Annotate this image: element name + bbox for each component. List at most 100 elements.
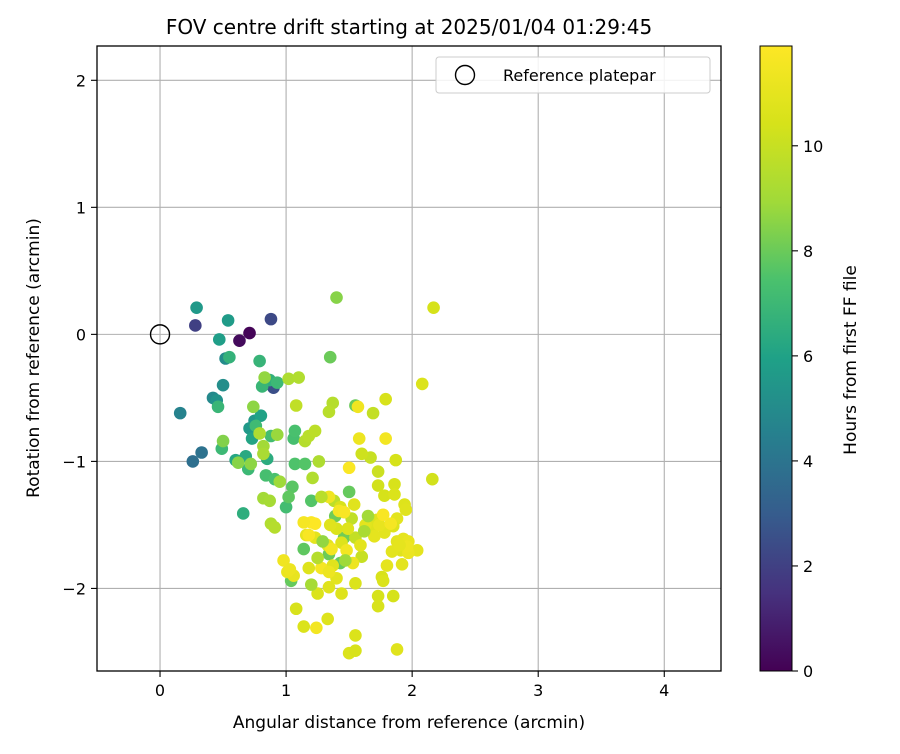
scatter-point-102 — [354, 538, 367, 552]
scatter-point-162 — [308, 517, 322, 530]
scatter-point-41 — [282, 490, 295, 504]
colorbar-gradient — [759, 45, 793, 672]
scatter-point-80 — [355, 550, 369, 563]
colorbar-label: Hours from first FF file — [841, 265, 861, 455]
scatter-point-173 — [339, 554, 352, 567]
scatter-point-54 — [231, 456, 245, 469]
scatter-point-7 — [173, 406, 187, 420]
scatter-point-164 — [297, 516, 311, 529]
scatter-point-170 — [357, 524, 371, 538]
grid-lines — [97, 46, 721, 671]
scatter-point-42 — [298, 457, 312, 471]
y-tick-label-0: 2 — [76, 71, 86, 90]
scatter-point-160 — [322, 565, 336, 579]
scatter-point-90 — [426, 472, 439, 486]
scatter-point-43 — [297, 542, 311, 556]
y-tick-label-3: −1 — [62, 452, 86, 471]
scatter-point-33 — [211, 400, 225, 414]
scatter-point-155 — [337, 505, 351, 519]
legend: Reference platepar — [435, 56, 711, 94]
scatter-point-6 — [195, 446, 208, 459]
scatter-point-104 — [341, 522, 355, 536]
scatter-point-121 — [289, 602, 303, 616]
scatter-point-61 — [263, 494, 277, 508]
scatter-point-22 — [236, 507, 250, 520]
y-tick-label-2: 0 — [76, 325, 86, 344]
scatter-point-58 — [270, 428, 284, 442]
scatter-point-73 — [312, 455, 326, 468]
scatter-point-46 — [342, 485, 356, 499]
scatter-point-3 — [264, 312, 278, 326]
colorbar-tick-label-1: 2 — [803, 557, 813, 576]
scatter-point-169 — [361, 509, 375, 523]
scatter-point-14 — [212, 333, 226, 346]
scatter-point-153 — [340, 544, 353, 557]
scatter-point-128 — [371, 599, 385, 613]
scatter-point-76 — [322, 405, 336, 419]
scatter-point-72 — [289, 399, 303, 412]
scatter-point-39 — [305, 494, 318, 508]
scatter-point-116 — [302, 561, 316, 575]
scatter-point-131 — [386, 589, 400, 603]
scatter-point-149 — [379, 432, 392, 445]
x-tick-label-1: 1 — [281, 681, 291, 700]
scatter-point-13 — [221, 314, 235, 327]
scatter-point-25 — [253, 354, 266, 368]
scatter-point-67 — [282, 372, 295, 386]
y-axis-ticks: 2 1 0 −1 −2 — [62, 71, 97, 598]
x-axis-label: Angular distance from reference (arcmin) — [233, 713, 585, 733]
colorbar-tick-label-0: 0 — [803, 662, 813, 681]
scatter-point-45 — [323, 350, 337, 364]
scatter-point-86 — [378, 489, 391, 502]
scatter-point-89 — [427, 301, 440, 314]
scatter-point-83 — [371, 465, 385, 478]
x-tick-label-2: 2 — [407, 681, 417, 700]
scatter-point-38 — [279, 500, 293, 514]
legend-entry-reference: Reference platepar — [503, 66, 656, 85]
scatter-point-134 — [395, 557, 409, 571]
scatter-point-55 — [244, 457, 258, 471]
x-tick-label-4: 4 — [659, 681, 669, 700]
scatter-point-59 — [273, 475, 287, 489]
scatter-point-165 — [310, 621, 323, 635]
reference-marker — [149, 324, 171, 345]
scatter-point-17 — [254, 409, 268, 422]
scatter-point-171 — [311, 551, 324, 565]
scatter-point-71 — [308, 424, 322, 438]
legend-reference-marker — [454, 64, 476, 86]
scatter-point-0 — [243, 326, 256, 340]
scatter-point-127 — [371, 589, 385, 603]
scatter-point-151 — [376, 508, 390, 522]
scatter-point-132 — [390, 643, 404, 656]
scatter-point-27 — [270, 376, 284, 389]
scatter-point-126 — [349, 629, 362, 642]
scatter-point-37 — [288, 457, 302, 471]
scatter-point-56 — [247, 400, 260, 414]
scatter-point-53 — [216, 434, 230, 448]
colorbar-ticks: 0 2 4 6 8 10 — [792, 137, 823, 681]
scatter-point-1 — [233, 334, 246, 348]
scatter-point-133 — [380, 559, 394, 572]
scatter-point-95 — [399, 503, 413, 516]
y-axis-label: Rotation from reference (arcmin) — [24, 218, 44, 498]
scatter-point-93 — [388, 488, 401, 501]
scatter-point-167 — [283, 563, 297, 576]
scatter-point-115 — [311, 587, 324, 600]
scatter-point-103 — [347, 498, 361, 511]
scatter-point-74 — [306, 471, 319, 485]
y-tick-label-4: −2 — [62, 579, 86, 598]
scatter-point-166 — [277, 554, 290, 567]
scatter-point-123 — [321, 612, 334, 626]
scatter-point-68 — [292, 371, 305, 384]
scatter-point-148 — [351, 400, 365, 414]
scatter-point-81 — [366, 406, 380, 420]
scatter-point-5 — [186, 455, 200, 468]
scatter-point-10 — [216, 378, 230, 392]
x-tick-label-3: 3 — [533, 681, 543, 700]
scatter-point-85 — [371, 479, 385, 492]
scatter-point-172 — [305, 578, 318, 591]
scatter-point-150 — [384, 517, 398, 530]
scatter-point-174 — [316, 535, 329, 548]
scatter-point-168 — [315, 490, 328, 504]
